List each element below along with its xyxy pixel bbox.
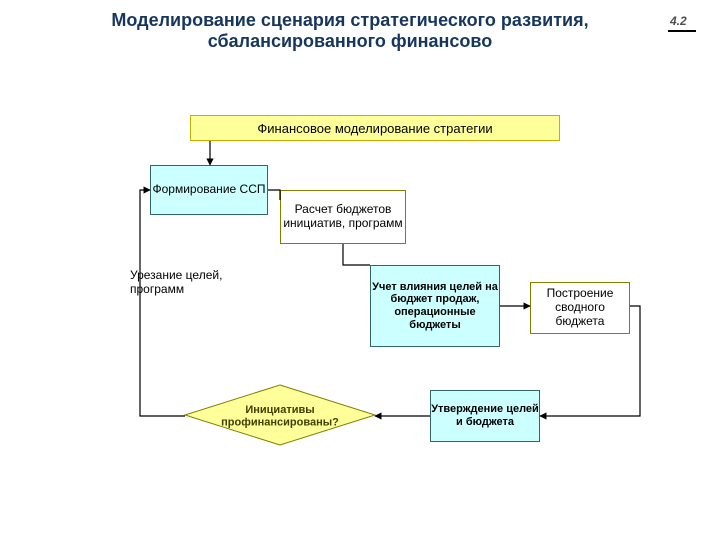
flow-edges: Инициативыпрофинансированы?	[0, 0, 720, 540]
node-build-summary: Построение сводного бюджета	[530, 282, 630, 334]
decision-initiatives-financed	[185, 385, 375, 445]
node-calc-budgets: Расчет бюджетов инициатив, программ	[280, 190, 406, 244]
page-title: Моделирование сценария стратегического р…	[70, 10, 630, 52]
svg-text:Инициативыпрофинансированы?: Инициативыпрофинансированы?	[221, 404, 339, 429]
page-number-underline	[668, 30, 696, 32]
node-approve-goals: Утверждение целей и бюджета	[430, 390, 540, 442]
banner-financial-modeling: Финансовое моделирование стратегии	[190, 115, 560, 141]
page-number: 4.2	[670, 14, 687, 28]
label-cut-goals: Урезание целей, программ	[130, 268, 222, 297]
node-impact-on-sales: Учет влияния целей на бюджет продаж, опе…	[370, 265, 500, 347]
node-form-ssp: Формирование ССП	[150, 165, 268, 215]
